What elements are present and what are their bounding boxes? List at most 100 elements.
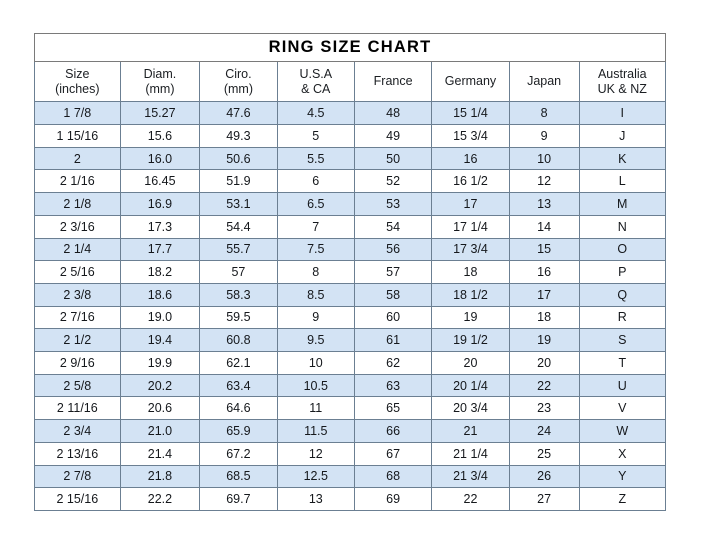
table-cell: 15 1/4 xyxy=(431,101,510,126)
table-row: 2 15/16 22.2 69.7 13 69 22 27 Z xyxy=(34,487,667,511)
table-cell: Y xyxy=(578,464,667,489)
table-cell: 19.0 xyxy=(119,305,201,330)
table-cell: 55.7 xyxy=(199,237,278,262)
table-cell: 16 1/2 xyxy=(431,169,510,194)
table-cell: 21.8 xyxy=(119,464,201,489)
table-cell: 67 xyxy=(353,441,433,466)
table-cell: 53.1 xyxy=(199,192,278,216)
table-cell: 15 xyxy=(508,237,580,262)
table-cell: 17 1/4 xyxy=(431,214,510,239)
column-header-line1: Australia xyxy=(597,67,647,82)
table-cell: 62.1 xyxy=(199,351,278,375)
table-cell: 24 xyxy=(508,419,580,443)
column-header-line2: (mm) xyxy=(145,81,175,96)
table-cell: 63.4 xyxy=(199,373,278,398)
table-cell: 19 xyxy=(431,305,510,330)
table-cell: L xyxy=(578,169,667,194)
table-cell: 2 3/8 xyxy=(34,282,121,307)
column-header-line1: Ciro. xyxy=(225,67,252,82)
column-header-line2: (mm) xyxy=(223,81,253,96)
column-header-row: Size (inches) Diam. (mm) Ciro. (mm) U.S.A & CA F… xyxy=(34,61,667,103)
table-cell: 20.2 xyxy=(119,373,201,398)
table-cell: 53 xyxy=(353,192,433,216)
table-cell: 51.9 xyxy=(199,169,278,194)
table-row: 2 7/8 21.8 68.5 12.5 68 21 3/4 26 Y xyxy=(34,464,667,489)
table-cell: 65.9 xyxy=(199,419,278,443)
table-cell: 18 1/2 xyxy=(431,282,510,307)
table-cell: 69.7 xyxy=(199,487,278,511)
column-header-7: Australia UK & NZ xyxy=(578,61,667,103)
table-row: 2 11/16 20.6 64.6 11 65 20 3/4 23 V xyxy=(34,396,667,421)
table-cell: 67.2 xyxy=(199,441,278,466)
table-row: 2 1/2 19.4 60.8 9.5 61 19 1/2 19 S xyxy=(34,328,667,353)
table-cell: 2 5/8 xyxy=(34,373,121,398)
table-cell: R xyxy=(578,305,667,330)
table-cell: 2 15/16 xyxy=(34,487,121,511)
table-cell: 1 7/8 xyxy=(34,101,121,126)
table-cell: 13 xyxy=(508,192,580,216)
table-cell: 63 xyxy=(353,373,433,398)
table-cell: 10.5 xyxy=(276,373,355,398)
table-cell: 22 xyxy=(508,373,580,398)
table-cell: 58 xyxy=(353,282,433,307)
table-cell: 9.5 xyxy=(276,328,355,353)
table-cell: K xyxy=(578,146,667,171)
table-cell: 16.0 xyxy=(119,146,201,171)
table-cell: 1 15/16 xyxy=(34,124,121,148)
table-cell: P xyxy=(578,260,667,284)
table-cell: 16 xyxy=(508,260,580,284)
table-cell: 12 xyxy=(276,441,355,466)
column-header-3: U.S.A & CA xyxy=(276,61,355,103)
table-row: 2 1/8 16.9 53.1 6.5 53 17 13 M xyxy=(34,192,667,216)
table-row: 2 1/4 17.7 55.7 7.5 56 17 3/4 15 O xyxy=(34,237,667,262)
table-cell: 12 xyxy=(508,169,580,194)
table-cell: 7.5 xyxy=(276,237,355,262)
table-cell: 15 3/4 xyxy=(431,124,510,148)
table-cell: 60 xyxy=(353,305,433,330)
table-cell: 22 xyxy=(431,487,510,511)
table-cell: 54 xyxy=(353,214,433,239)
table-cell: 8.5 xyxy=(276,282,355,307)
table-cell: 18.6 xyxy=(119,282,201,307)
table-cell: 6.5 xyxy=(276,192,355,216)
table-cell: I xyxy=(578,101,667,126)
column-header-line2: UK & NZ xyxy=(597,81,647,96)
table-cell: 19 xyxy=(508,328,580,353)
table-cell: 8 xyxy=(276,260,355,284)
table-cell: 5 xyxy=(276,124,355,148)
table-cell: 2 7/8 xyxy=(34,464,121,489)
table-cell: 48 xyxy=(353,101,433,126)
table-cell: 15.6 xyxy=(119,124,201,148)
table-cell: 58.3 xyxy=(199,282,278,307)
table-cell: 68 xyxy=(353,464,433,489)
table-cell: 2 1/16 xyxy=(34,169,121,194)
table-cell: 69 xyxy=(353,487,433,511)
table-cell: 26 xyxy=(508,464,580,489)
table-cell: 49 xyxy=(353,124,433,148)
table-cell: 2 9/16 xyxy=(34,351,121,375)
column-header-line2: (inches) xyxy=(55,81,100,96)
table-row: 1 7/8 15.27 47.6 4.5 48 15 1/4 8 I xyxy=(34,101,667,126)
table-cell: 16.45 xyxy=(119,169,201,194)
table-cell: 2 13/16 xyxy=(34,441,121,466)
table-cell: 21 1/4 xyxy=(431,441,510,466)
table-cell: 17 xyxy=(508,282,580,307)
table-cell: 2 1/2 xyxy=(34,328,121,353)
table-cell: 15.27 xyxy=(119,101,201,126)
table-cell: 57 xyxy=(199,260,278,284)
column-header-4: France xyxy=(353,61,433,103)
table-cell: 13 xyxy=(276,487,355,511)
table-cell: 8 xyxy=(508,101,580,126)
table-cell: 17.7 xyxy=(119,237,201,262)
table-cell: 4.5 xyxy=(276,101,355,126)
table-cell: 27 xyxy=(508,487,580,511)
table-cell: 47.6 xyxy=(199,101,278,126)
table-cell: 49.3 xyxy=(199,124,278,148)
table-cell: 20.6 xyxy=(119,396,201,421)
table-cell: 18 xyxy=(508,305,580,330)
table-row: 2 3/16 17.3 54.4 7 54 17 1/4 14 N xyxy=(34,214,667,239)
table-cell: 11.5 xyxy=(276,419,355,443)
table-cell: N xyxy=(578,214,667,239)
table-row: 1 15/16 15.6 49.3 5 49 15 3/4 9 J xyxy=(34,124,667,148)
table-cell: 57 xyxy=(353,260,433,284)
